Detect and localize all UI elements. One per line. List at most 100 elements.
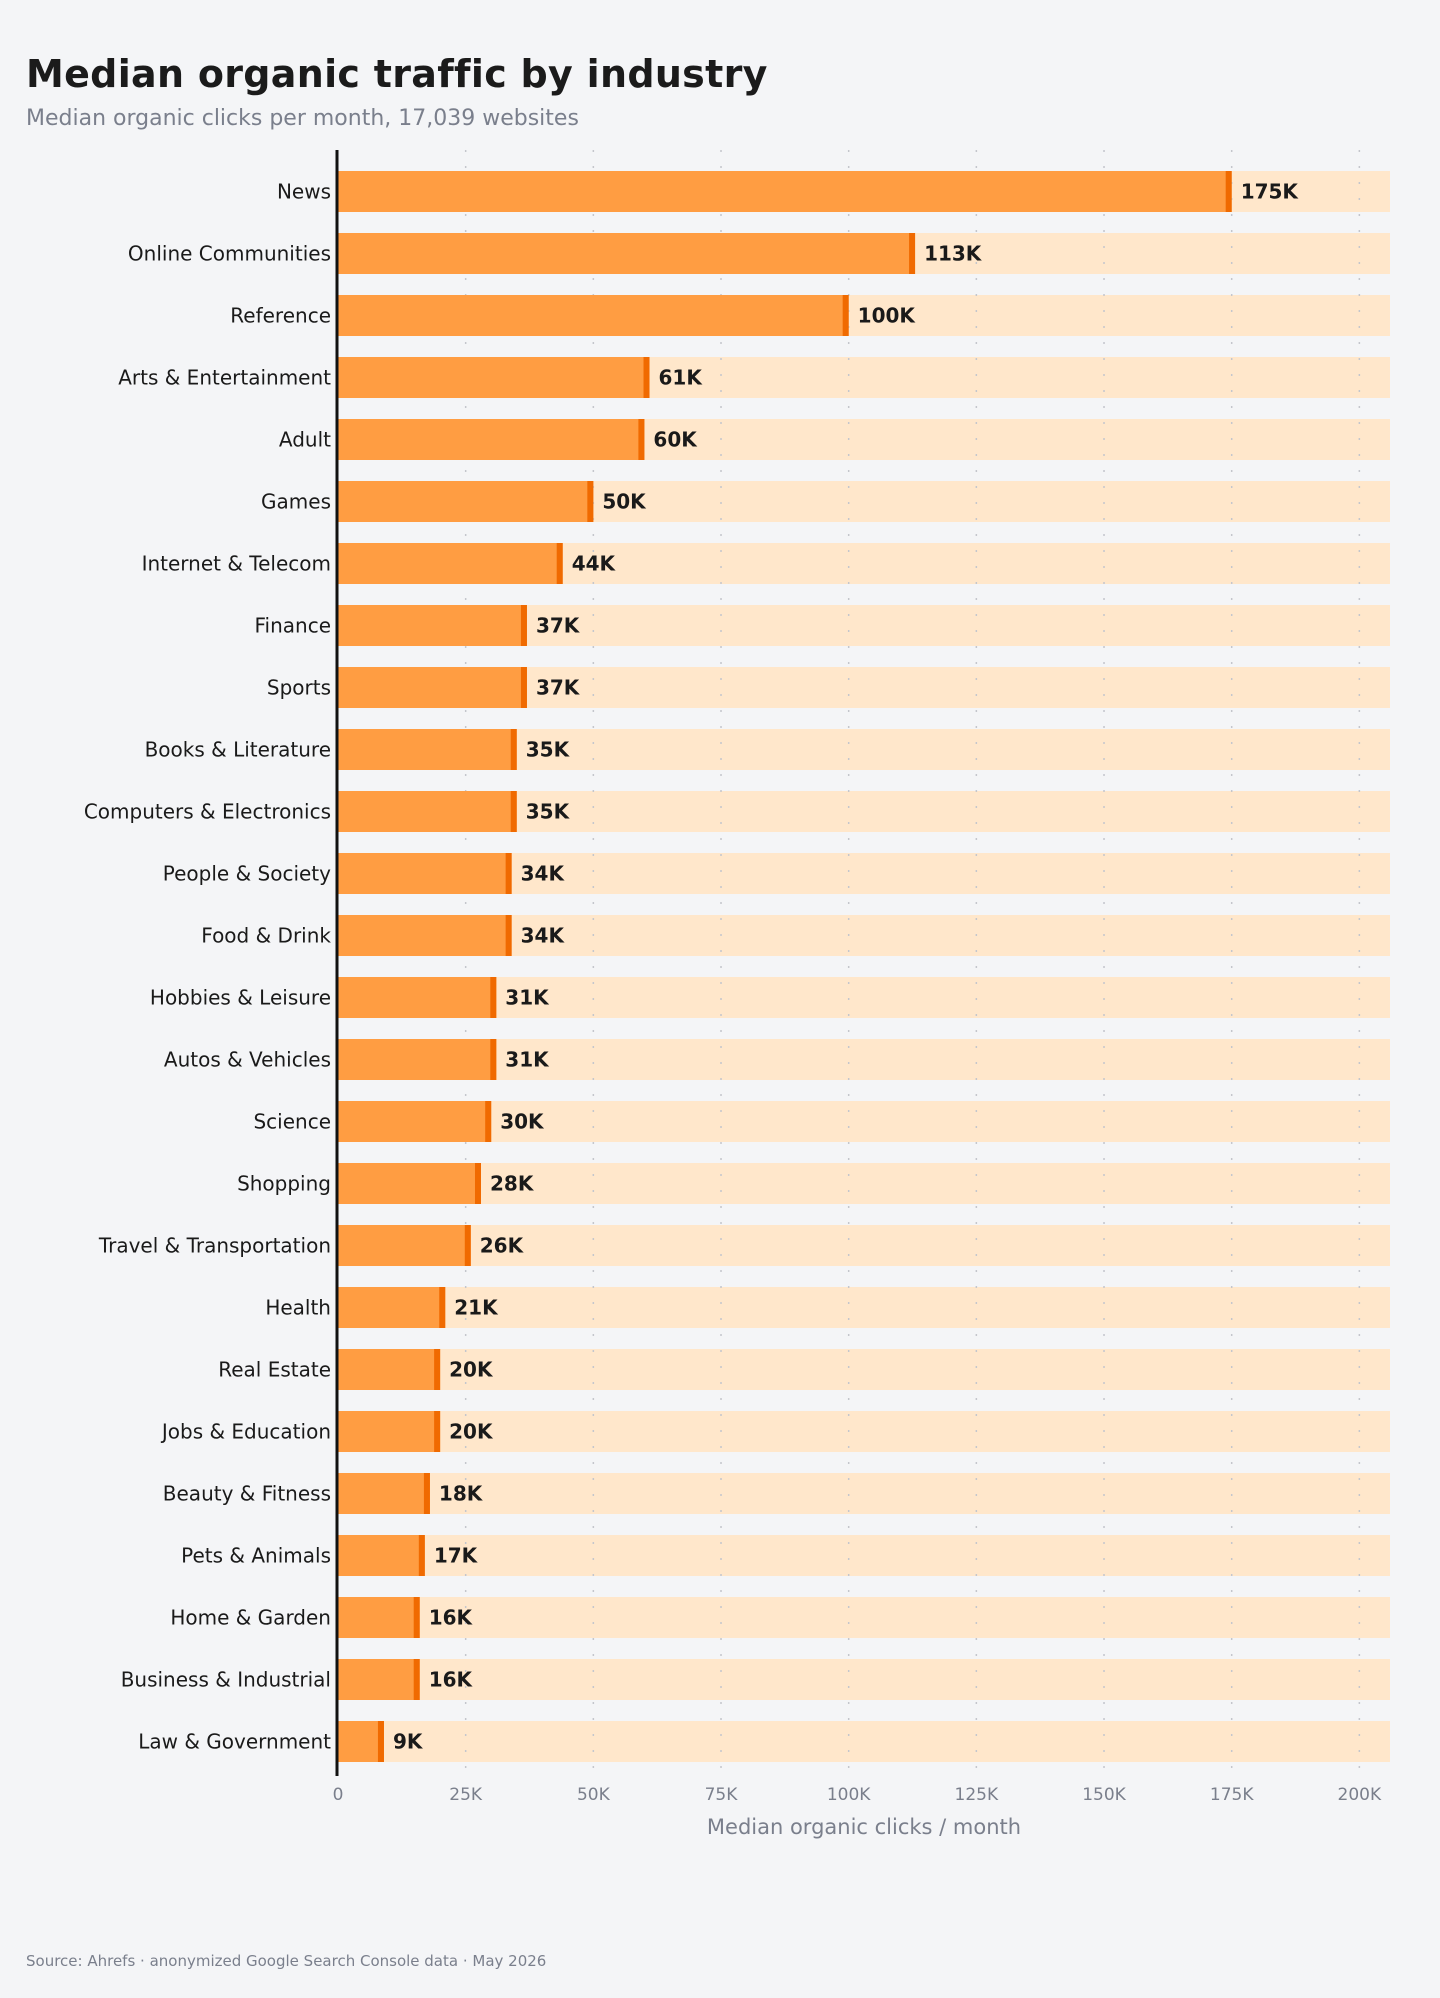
bar bbox=[338, 1721, 384, 1762]
bar bbox=[338, 1597, 420, 1638]
bar bbox=[338, 1287, 446, 1328]
bar bbox=[338, 605, 527, 646]
category-label: Science bbox=[253, 1110, 331, 1134]
category-label: Business & Industrial bbox=[121, 1668, 331, 1692]
bar bbox=[338, 1411, 441, 1452]
bar-end-cap bbox=[485, 1101, 492, 1142]
bar-end-cap bbox=[505, 915, 512, 956]
bar-track bbox=[338, 1287, 1390, 1328]
bar-end-cap bbox=[418, 1535, 425, 1576]
bar-track bbox=[338, 915, 1390, 956]
bar-track bbox=[338, 1101, 1390, 1142]
value-label: 9K bbox=[393, 1730, 424, 1754]
value-label: 31K bbox=[505, 986, 550, 1010]
value-label: 31K bbox=[505, 1048, 550, 1072]
value-label: 34K bbox=[521, 924, 566, 948]
x-tick-label: 50K bbox=[577, 1785, 611, 1805]
value-label: 28K bbox=[490, 1172, 535, 1196]
bar-end-cap bbox=[423, 1473, 430, 1514]
value-label: 37K bbox=[536, 614, 581, 638]
value-label: 100K bbox=[858, 304, 917, 328]
x-tick-label: 150K bbox=[1082, 1785, 1126, 1805]
bar bbox=[338, 1535, 425, 1576]
category-label: Hobbies & Leisure bbox=[150, 986, 331, 1010]
source-note: Source: Ahrefs · anonymized Google Searc… bbox=[26, 1952, 547, 1970]
bar-end-cap bbox=[556, 543, 563, 584]
bar-end-cap bbox=[439, 1287, 446, 1328]
bar-track bbox=[338, 1349, 1390, 1390]
category-label: Books & Literature bbox=[145, 738, 331, 762]
x-tick-label: 25K bbox=[449, 1785, 483, 1805]
category-label: Law & Government bbox=[138, 1730, 331, 1754]
bar bbox=[338, 295, 849, 336]
bar-end-cap bbox=[464, 1225, 471, 1266]
bar-end-cap bbox=[474, 1163, 481, 1204]
bar-end-cap bbox=[434, 1349, 441, 1390]
bar-end-cap bbox=[377, 1721, 384, 1762]
x-tick-label: 0 bbox=[333, 1785, 344, 1805]
category-label: Finance bbox=[254, 614, 331, 638]
category-label: News bbox=[277, 180, 331, 204]
x-tick-label: 75K bbox=[705, 1785, 739, 1805]
bar-track bbox=[338, 1411, 1390, 1452]
bar-end-cap bbox=[510, 729, 517, 770]
bar bbox=[338, 729, 517, 770]
bar-end-cap bbox=[505, 853, 512, 894]
category-label: Pets & Animals bbox=[181, 1544, 331, 1568]
bar-end-cap bbox=[638, 419, 645, 460]
bar-end-cap bbox=[413, 1659, 420, 1700]
value-label: 175K bbox=[1241, 180, 1300, 204]
bar-track bbox=[338, 1039, 1390, 1080]
category-label: Beauty & Fitness bbox=[163, 1482, 331, 1506]
bar bbox=[338, 543, 563, 584]
x-tick-label: 175K bbox=[1210, 1785, 1254, 1805]
bar-end-cap bbox=[1225, 171, 1232, 212]
bar bbox=[338, 419, 645, 460]
category-label: Games bbox=[261, 490, 331, 514]
category-label: Autos & Vehicles bbox=[164, 1048, 331, 1072]
bar bbox=[338, 1225, 471, 1266]
value-label: 26K bbox=[480, 1234, 525, 1258]
value-label: 35K bbox=[526, 738, 571, 762]
value-label: 20K bbox=[449, 1358, 494, 1382]
x-tick-label: 125K bbox=[955, 1785, 999, 1805]
x-tick-label: 200K bbox=[1338, 1785, 1382, 1805]
bar-chart: News 175K Online Communities 113K Reference 1… bbox=[84, 150, 1390, 1839]
bar-track bbox=[338, 1721, 1390, 1762]
bar-track bbox=[338, 977, 1390, 1018]
bar-end-cap bbox=[587, 481, 594, 522]
bar bbox=[338, 1163, 481, 1204]
bar-track bbox=[338, 1535, 1390, 1576]
bar bbox=[338, 853, 512, 894]
bar-end-cap bbox=[413, 1597, 420, 1638]
value-label: 50K bbox=[602, 490, 647, 514]
bar bbox=[338, 1473, 430, 1514]
bar-track bbox=[338, 1163, 1390, 1204]
value-label: 20K bbox=[449, 1420, 494, 1444]
x-tick-label: 100K bbox=[827, 1785, 871, 1805]
bar-track bbox=[338, 1659, 1390, 1700]
value-label: 37K bbox=[536, 676, 581, 700]
value-label: 30K bbox=[500, 1110, 545, 1134]
category-label: People & Society bbox=[163, 862, 331, 886]
value-label: 17K bbox=[434, 1544, 479, 1568]
bar bbox=[338, 977, 497, 1018]
x-axis-label: Median organic clicks / month bbox=[707, 1815, 1021, 1839]
bar bbox=[338, 171, 1232, 212]
bar bbox=[338, 667, 527, 708]
category-label: Sports bbox=[267, 676, 331, 700]
value-label: 18K bbox=[439, 1482, 484, 1506]
value-label: 61K bbox=[659, 366, 704, 390]
value-label: 44K bbox=[572, 552, 617, 576]
value-label: 35K bbox=[526, 800, 571, 824]
value-label: 113K bbox=[924, 242, 983, 266]
bar-track bbox=[338, 1225, 1390, 1266]
value-label: 16K bbox=[429, 1668, 474, 1692]
bar-end-cap bbox=[434, 1411, 441, 1452]
bar-end-cap bbox=[520, 605, 527, 646]
bar bbox=[338, 1349, 441, 1390]
bar-end-cap bbox=[842, 295, 849, 336]
bar bbox=[338, 1101, 492, 1142]
bar bbox=[338, 357, 650, 398]
chart-title: Median organic traffic by industry bbox=[26, 52, 768, 96]
